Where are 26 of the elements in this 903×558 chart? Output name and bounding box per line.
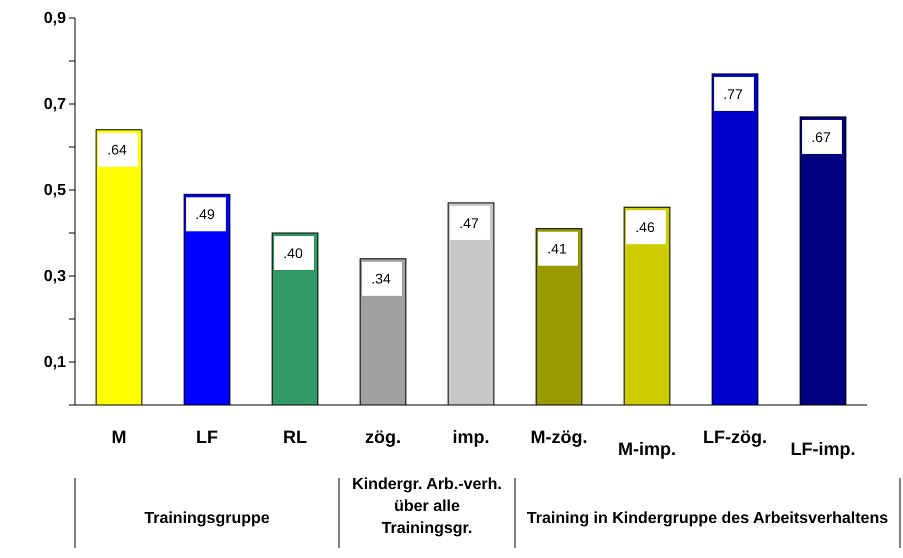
x-tick-label: LF-imp. [790, 439, 856, 459]
y-tick-label: 0,3 [44, 268, 66, 286]
y-tick-label: 0,7 [44, 96, 66, 114]
x-tick-label: LF-zög. [703, 427, 767, 447]
data-label: .34 [371, 270, 391, 287]
text: Kindergr. Arb.-verh. über alle Trainingsgr. [352, 476, 502, 537]
x-tick-label: M-zög. [530, 427, 588, 447]
x-tick-label: M [112, 427, 126, 447]
x-tick-label: LF [196, 427, 218, 447]
text: Training in Kindergruppe des Arbeitsverhaltens [526, 510, 888, 527]
data-label: .46 [635, 219, 655, 236]
x-tick-label: zög. [365, 427, 401, 447]
x-tick-label: RL [283, 427, 307, 447]
x-tick-label: imp. [452, 427, 490, 447]
text: Trainingsgruppe [144, 510, 270, 527]
data-label: .47 [459, 214, 479, 231]
y-tick-label: 0,9 [44, 10, 66, 28]
data-label: .41 [547, 240, 567, 257]
y-tick-label: 0,5 [44, 182, 66, 200]
data-label: .64 [107, 142, 127, 158]
x-tick-label: M-imp. [618, 439, 676, 459]
data-label: .49 [195, 206, 215, 222]
data-label: .67 [811, 128, 831, 145]
data-label: .77 [723, 86, 743, 102]
data-label: .40 [283, 244, 303, 261]
y-tick-label: 0,1 [44, 354, 66, 372]
